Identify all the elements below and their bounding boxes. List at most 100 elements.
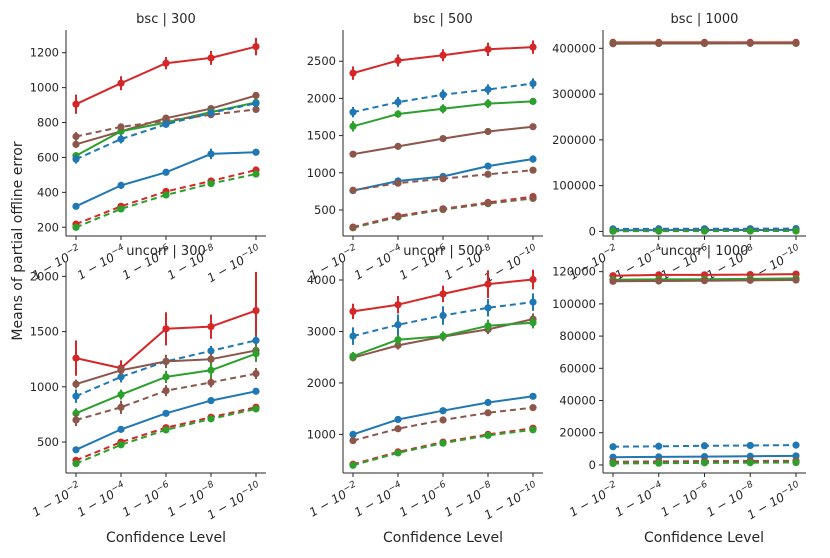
panel-title: bsc | 300 bbox=[136, 12, 196, 27]
data-point bbox=[609, 443, 616, 450]
chart-panel-6: uncorr | 1000020000400006000080000100000… bbox=[552, 244, 806, 522]
data-point bbox=[484, 46, 491, 53]
data-point bbox=[439, 135, 446, 142]
data-point bbox=[72, 141, 79, 148]
data-point bbox=[484, 304, 491, 311]
y-tick-label: 200 bbox=[37, 220, 59, 234]
data-point bbox=[162, 410, 169, 417]
data-point bbox=[529, 44, 536, 51]
y-tick-label: 4000 bbox=[307, 273, 336, 287]
data-point bbox=[207, 347, 214, 354]
y-tick-label: 100000 bbox=[552, 297, 596, 311]
x-tick-label: 1 − 10−6 bbox=[658, 479, 712, 519]
data-point bbox=[252, 307, 259, 314]
panel-title: bsc | 500 bbox=[413, 12, 473, 27]
data-point bbox=[72, 101, 79, 108]
data-point bbox=[439, 206, 446, 213]
data-point bbox=[439, 175, 446, 182]
data-point bbox=[349, 123, 356, 130]
data-point bbox=[529, 426, 536, 433]
data-point bbox=[484, 432, 491, 439]
x-tick-label: 1 − 10−6 bbox=[119, 479, 173, 519]
data-point bbox=[117, 426, 124, 433]
data-point bbox=[349, 333, 356, 340]
x-tick-label: 1 − 10−4 bbox=[351, 242, 405, 282]
series-blue-solid bbox=[349, 393, 536, 438]
y-tick-label: 1500 bbox=[30, 325, 59, 339]
data-point bbox=[117, 367, 124, 374]
data-point bbox=[252, 100, 259, 107]
y-tick-label: 0 bbox=[589, 224, 596, 238]
data-point bbox=[162, 60, 169, 67]
data-point bbox=[484, 281, 491, 288]
series-brown-dashed bbox=[349, 194, 536, 231]
data-point bbox=[162, 358, 169, 365]
y-tick-label: 1200 bbox=[30, 46, 59, 60]
series-green-dashed bbox=[349, 426, 536, 469]
y-tick-label: 400000 bbox=[552, 41, 596, 55]
data-point bbox=[207, 397, 214, 404]
series-blue-solid bbox=[349, 155, 536, 194]
y-tick-label: 0 bbox=[589, 458, 596, 472]
data-point bbox=[529, 393, 536, 400]
data-point bbox=[162, 121, 169, 128]
figure-xlabel-middle: Confidence Level bbox=[383, 530, 503, 546]
data-point bbox=[439, 416, 446, 423]
data-point bbox=[701, 459, 708, 466]
figure-ylabel: Means of partial offline error bbox=[10, 141, 26, 340]
x-tick-label: 1 − 10−6 bbox=[396, 479, 450, 519]
y-tick-label: 80000 bbox=[559, 329, 596, 343]
data-point bbox=[609, 278, 616, 285]
data-point bbox=[207, 415, 214, 422]
data-point bbox=[655, 228, 662, 235]
data-point bbox=[117, 80, 124, 87]
x-tick-label: 1 − 10−4 bbox=[74, 242, 128, 282]
data-point bbox=[117, 404, 124, 411]
data-point bbox=[72, 460, 79, 467]
data-point bbox=[701, 227, 708, 234]
data-point bbox=[207, 323, 214, 330]
y-tick-label: 120000 bbox=[552, 265, 596, 279]
data-point bbox=[529, 319, 536, 326]
x-tick-label: 1 − 10−4 bbox=[351, 479, 405, 519]
data-point bbox=[207, 356, 214, 363]
x-tick-label: 1 − 10−2 bbox=[566, 479, 620, 519]
data-point bbox=[117, 123, 124, 130]
data-point bbox=[747, 459, 754, 466]
data-point bbox=[72, 133, 79, 140]
data-point bbox=[701, 277, 708, 284]
data-point bbox=[162, 387, 169, 394]
y-tick-label: 2000 bbox=[307, 376, 336, 390]
data-point bbox=[162, 169, 169, 176]
data-point bbox=[207, 150, 214, 157]
y-tick-label: 500 bbox=[314, 203, 336, 217]
data-point bbox=[252, 388, 259, 395]
data-point bbox=[484, 171, 491, 178]
data-point bbox=[394, 180, 401, 187]
data-point bbox=[162, 426, 169, 433]
data-point bbox=[529, 98, 536, 105]
data-point bbox=[207, 180, 214, 187]
data-point bbox=[162, 325, 169, 332]
data-point bbox=[439, 333, 446, 340]
data-point bbox=[439, 440, 446, 447]
data-point bbox=[747, 442, 754, 449]
x-tick-label: 1 − 10−4 bbox=[74, 479, 128, 519]
data-point bbox=[349, 431, 356, 438]
data-point bbox=[484, 322, 491, 329]
data-point bbox=[792, 276, 799, 283]
data-point bbox=[252, 149, 259, 156]
series-green-solid bbox=[349, 98, 536, 132]
y-tick-label: 1500 bbox=[307, 129, 336, 143]
data-point bbox=[439, 290, 446, 297]
data-point bbox=[792, 227, 799, 234]
series-blue-dashed bbox=[609, 442, 799, 451]
data-point bbox=[394, 336, 401, 343]
data-point bbox=[349, 151, 356, 158]
series-line bbox=[353, 430, 533, 466]
data-point bbox=[792, 459, 799, 466]
data-point bbox=[529, 155, 536, 162]
